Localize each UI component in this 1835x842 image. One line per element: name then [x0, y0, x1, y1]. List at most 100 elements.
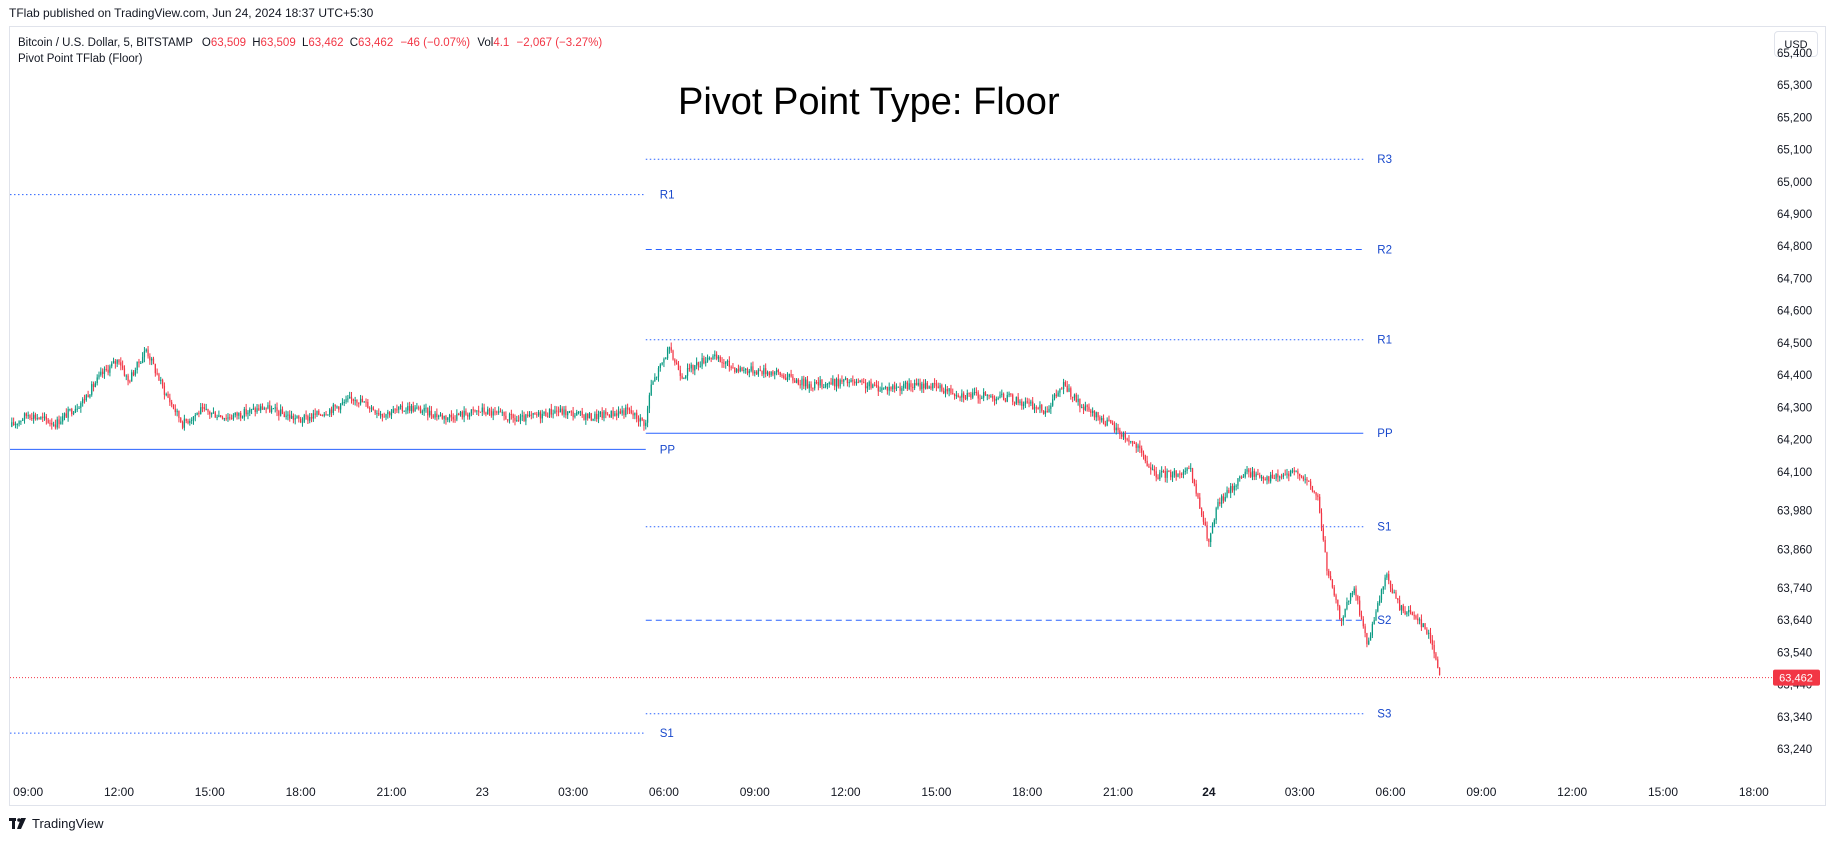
candle-body — [1030, 401, 1032, 404]
candle-body — [834, 378, 836, 387]
candle-body — [841, 380, 843, 382]
candle-body — [63, 413, 66, 417]
candle-body — [554, 410, 556, 414]
candle-body — [536, 414, 538, 416]
candle-body — [1433, 644, 1435, 654]
candle-body — [1373, 620, 1375, 625]
candle-body — [1181, 473, 1183, 475]
candle-body — [1291, 470, 1294, 472]
candle-body — [56, 419, 58, 428]
candle-body — [160, 379, 162, 381]
candle-body — [556, 410, 558, 412]
candle-body — [374, 410, 376, 414]
candle-body — [181, 422, 184, 428]
candle-body — [341, 402, 344, 404]
candle-body — [481, 407, 483, 413]
candle-body — [1242, 476, 1245, 478]
candle-body — [92, 384, 95, 387]
candle-body — [105, 368, 107, 370]
candle-body — [503, 412, 505, 416]
candle-body — [1342, 616, 1344, 622]
y-tick-label: 64,700 — [1777, 273, 1812, 285]
candle-body — [394, 409, 396, 411]
candle-body — [289, 414, 291, 419]
candle-body — [488, 409, 491, 411]
candle-body — [975, 391, 978, 393]
candle-body — [574, 415, 576, 417]
candle-body — [185, 418, 187, 422]
candle-body — [1097, 412, 1099, 418]
candle-body — [737, 369, 740, 372]
symbol-name[interactable]: Bitcoin / U.S. Dollar, 5, BITSTAMP — [18, 37, 193, 49]
candle-body — [1230, 486, 1232, 494]
candle-body — [1041, 404, 1043, 411]
candle-body — [1190, 468, 1192, 470]
candle-body — [1359, 600, 1361, 615]
candle-body — [652, 381, 654, 385]
chart-frame[interactable] — [9, 26, 1826, 806]
candle-body — [151, 358, 153, 361]
candle-body — [743, 369, 745, 372]
brand-name: TradingView — [32, 816, 104, 831]
candle-body — [216, 416, 218, 418]
candle-body — [163, 385, 166, 395]
candle-body — [532, 413, 534, 415]
candle-body — [995, 398, 997, 401]
candle-body — [1099, 417, 1101, 421]
candle-body — [984, 392, 987, 396]
candle-body — [102, 371, 104, 375]
candle-body — [510, 414, 512, 416]
candle-body — [714, 354, 716, 357]
indicator-name[interactable]: Pivot Point TFlab (Floor) — [18, 53, 143, 65]
candle-body — [1104, 423, 1106, 426]
candle-body — [917, 382, 919, 386]
candle-body — [350, 396, 353, 399]
candle-body — [152, 358, 155, 365]
candle-body — [939, 385, 941, 389]
candle-body — [1380, 589, 1383, 600]
candle-body — [857, 381, 859, 383]
candle-body — [499, 411, 502, 413]
candle-body — [31, 418, 33, 420]
candle-body — [514, 417, 516, 421]
candle-body — [22, 419, 24, 421]
candle-body — [901, 388, 903, 391]
candle-body — [207, 408, 209, 412]
candle-body — [225, 418, 227, 420]
candle-body — [354, 400, 356, 402]
candle-body — [220, 415, 222, 418]
candle-body — [1369, 635, 1372, 641]
candle-body — [1090, 410, 1092, 413]
candle-body — [240, 413, 242, 418]
candle-body — [1277, 474, 1279, 478]
candle-body — [1130, 441, 1132, 443]
pivot-label-s3: S3 — [1377, 709, 1391, 721]
candle-body — [870, 381, 872, 388]
candle-body — [67, 409, 69, 418]
candle-body — [619, 411, 621, 414]
candle-body — [1233, 485, 1235, 491]
candle-body — [36, 418, 38, 420]
candle-body — [387, 411, 389, 415]
candle-body — [321, 414, 324, 416]
candle-body — [863, 381, 865, 383]
candle-body — [243, 408, 245, 418]
candle-body — [1339, 606, 1341, 620]
currency-button[interactable]: USD — [1774, 31, 1818, 57]
candle-body — [1119, 430, 1121, 435]
candle-body — [1206, 525, 1208, 539]
candle-body — [866, 386, 869, 389]
candle-body — [570, 411, 572, 413]
candle-body — [40, 416, 42, 419]
candle-body — [1257, 473, 1259, 476]
candle-body — [983, 392, 985, 398]
candle-body — [1408, 610, 1410, 613]
candle-body — [1306, 478, 1308, 481]
candle-body — [932, 383, 934, 389]
candle-body — [472, 409, 474, 411]
candle-body — [763, 368, 765, 375]
candle-body — [1279, 476, 1281, 478]
candle-body — [1228, 490, 1230, 494]
candle-body — [516, 419, 518, 421]
